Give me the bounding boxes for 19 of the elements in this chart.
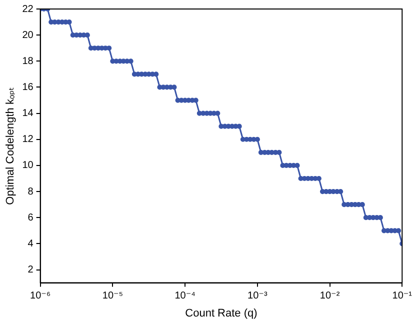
y-tick-label: 16	[22, 82, 34, 93]
y-tick-label: 8	[28, 186, 34, 198]
y-tick-label: 6	[28, 212, 34, 224]
y-tick-label: 14	[22, 108, 34, 120]
y-tick-label: 4	[28, 238, 34, 250]
x-tick-label: 10⁻¹	[392, 290, 413, 302]
y-tick-label: 12	[22, 134, 34, 146]
y-axis-title: Optimal Codelength kₒₚₜ	[4, 86, 17, 205]
x-axis-title: Count Rate (q)	[185, 307, 258, 320]
x-tick-label: 10⁻²	[320, 290, 340, 302]
x-tick-label: 10⁻⁶	[30, 290, 51, 302]
y-tick-label: 20	[22, 30, 34, 41]
y-tick-label: 10	[22, 160, 34, 172]
y-tick-label: 22	[22, 4, 34, 15]
y-tick-label: 2	[28, 264, 34, 276]
x-tick-label: 10⁻³	[248, 290, 268, 302]
y-tick-label: 18	[22, 56, 34, 67]
x-tick-label: 10⁻⁵	[102, 290, 123, 302]
x-tick-label: 10⁻⁴	[174, 290, 196, 302]
